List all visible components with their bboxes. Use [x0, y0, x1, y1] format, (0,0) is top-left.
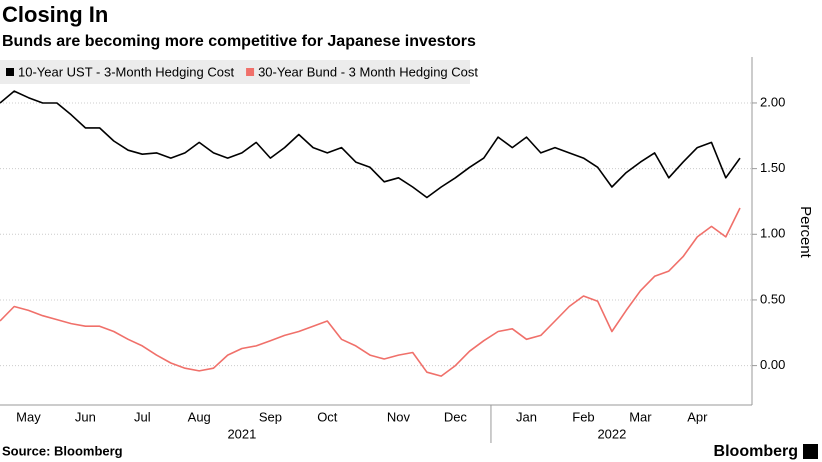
x-tick-label: Jun	[75, 409, 96, 424]
x-tick-label: Mar	[629, 409, 652, 424]
source: Source: Bloomberg	[2, 443, 123, 458]
x-group-label: 2021	[227, 426, 256, 441]
brand: Bloomberg	[714, 443, 798, 460]
y-tick-label: 1.00	[760, 226, 785, 241]
chart-subtitle: Bunds are becoming more competitive for …	[2, 33, 476, 50]
legend-label: 30-Year Bund - 3 Month Hedging Cost	[258, 64, 478, 79]
legend-label: 10-Year UST - 3-Month Hedging Cost	[18, 64, 234, 79]
series-line	[0, 207, 741, 377]
x-tick-label: Oct	[317, 409, 338, 424]
y-tick-label: 0.50	[760, 291, 785, 306]
x-group-label: 2022	[597, 426, 626, 441]
brand-icon	[803, 444, 818, 459]
y-tick-label: 2.00	[760, 94, 785, 109]
y-axis-label: Percent	[797, 206, 814, 259]
legend-background	[0, 60, 470, 84]
x-tick-label: Aug	[188, 409, 211, 424]
series-line	[0, 90, 741, 199]
x-tick-label: May	[16, 409, 41, 424]
x-tick-label: Jan	[516, 409, 537, 424]
x-tick-label: Nov	[387, 409, 411, 424]
x-tick-label: Sep	[259, 409, 282, 424]
y-tick-label: 1.50	[760, 160, 785, 175]
x-tick-label: Apr	[687, 409, 708, 424]
legend-swatch	[246, 68, 255, 76]
x-tick-label: Jul	[134, 409, 151, 424]
y-tick-label: 0.00	[760, 357, 785, 372]
x-tick-label: Dec	[444, 409, 468, 424]
chart-title: Closing In	[2, 2, 108, 27]
x-tick-label: Feb	[572, 409, 594, 424]
legend-swatch	[6, 68, 14, 76]
